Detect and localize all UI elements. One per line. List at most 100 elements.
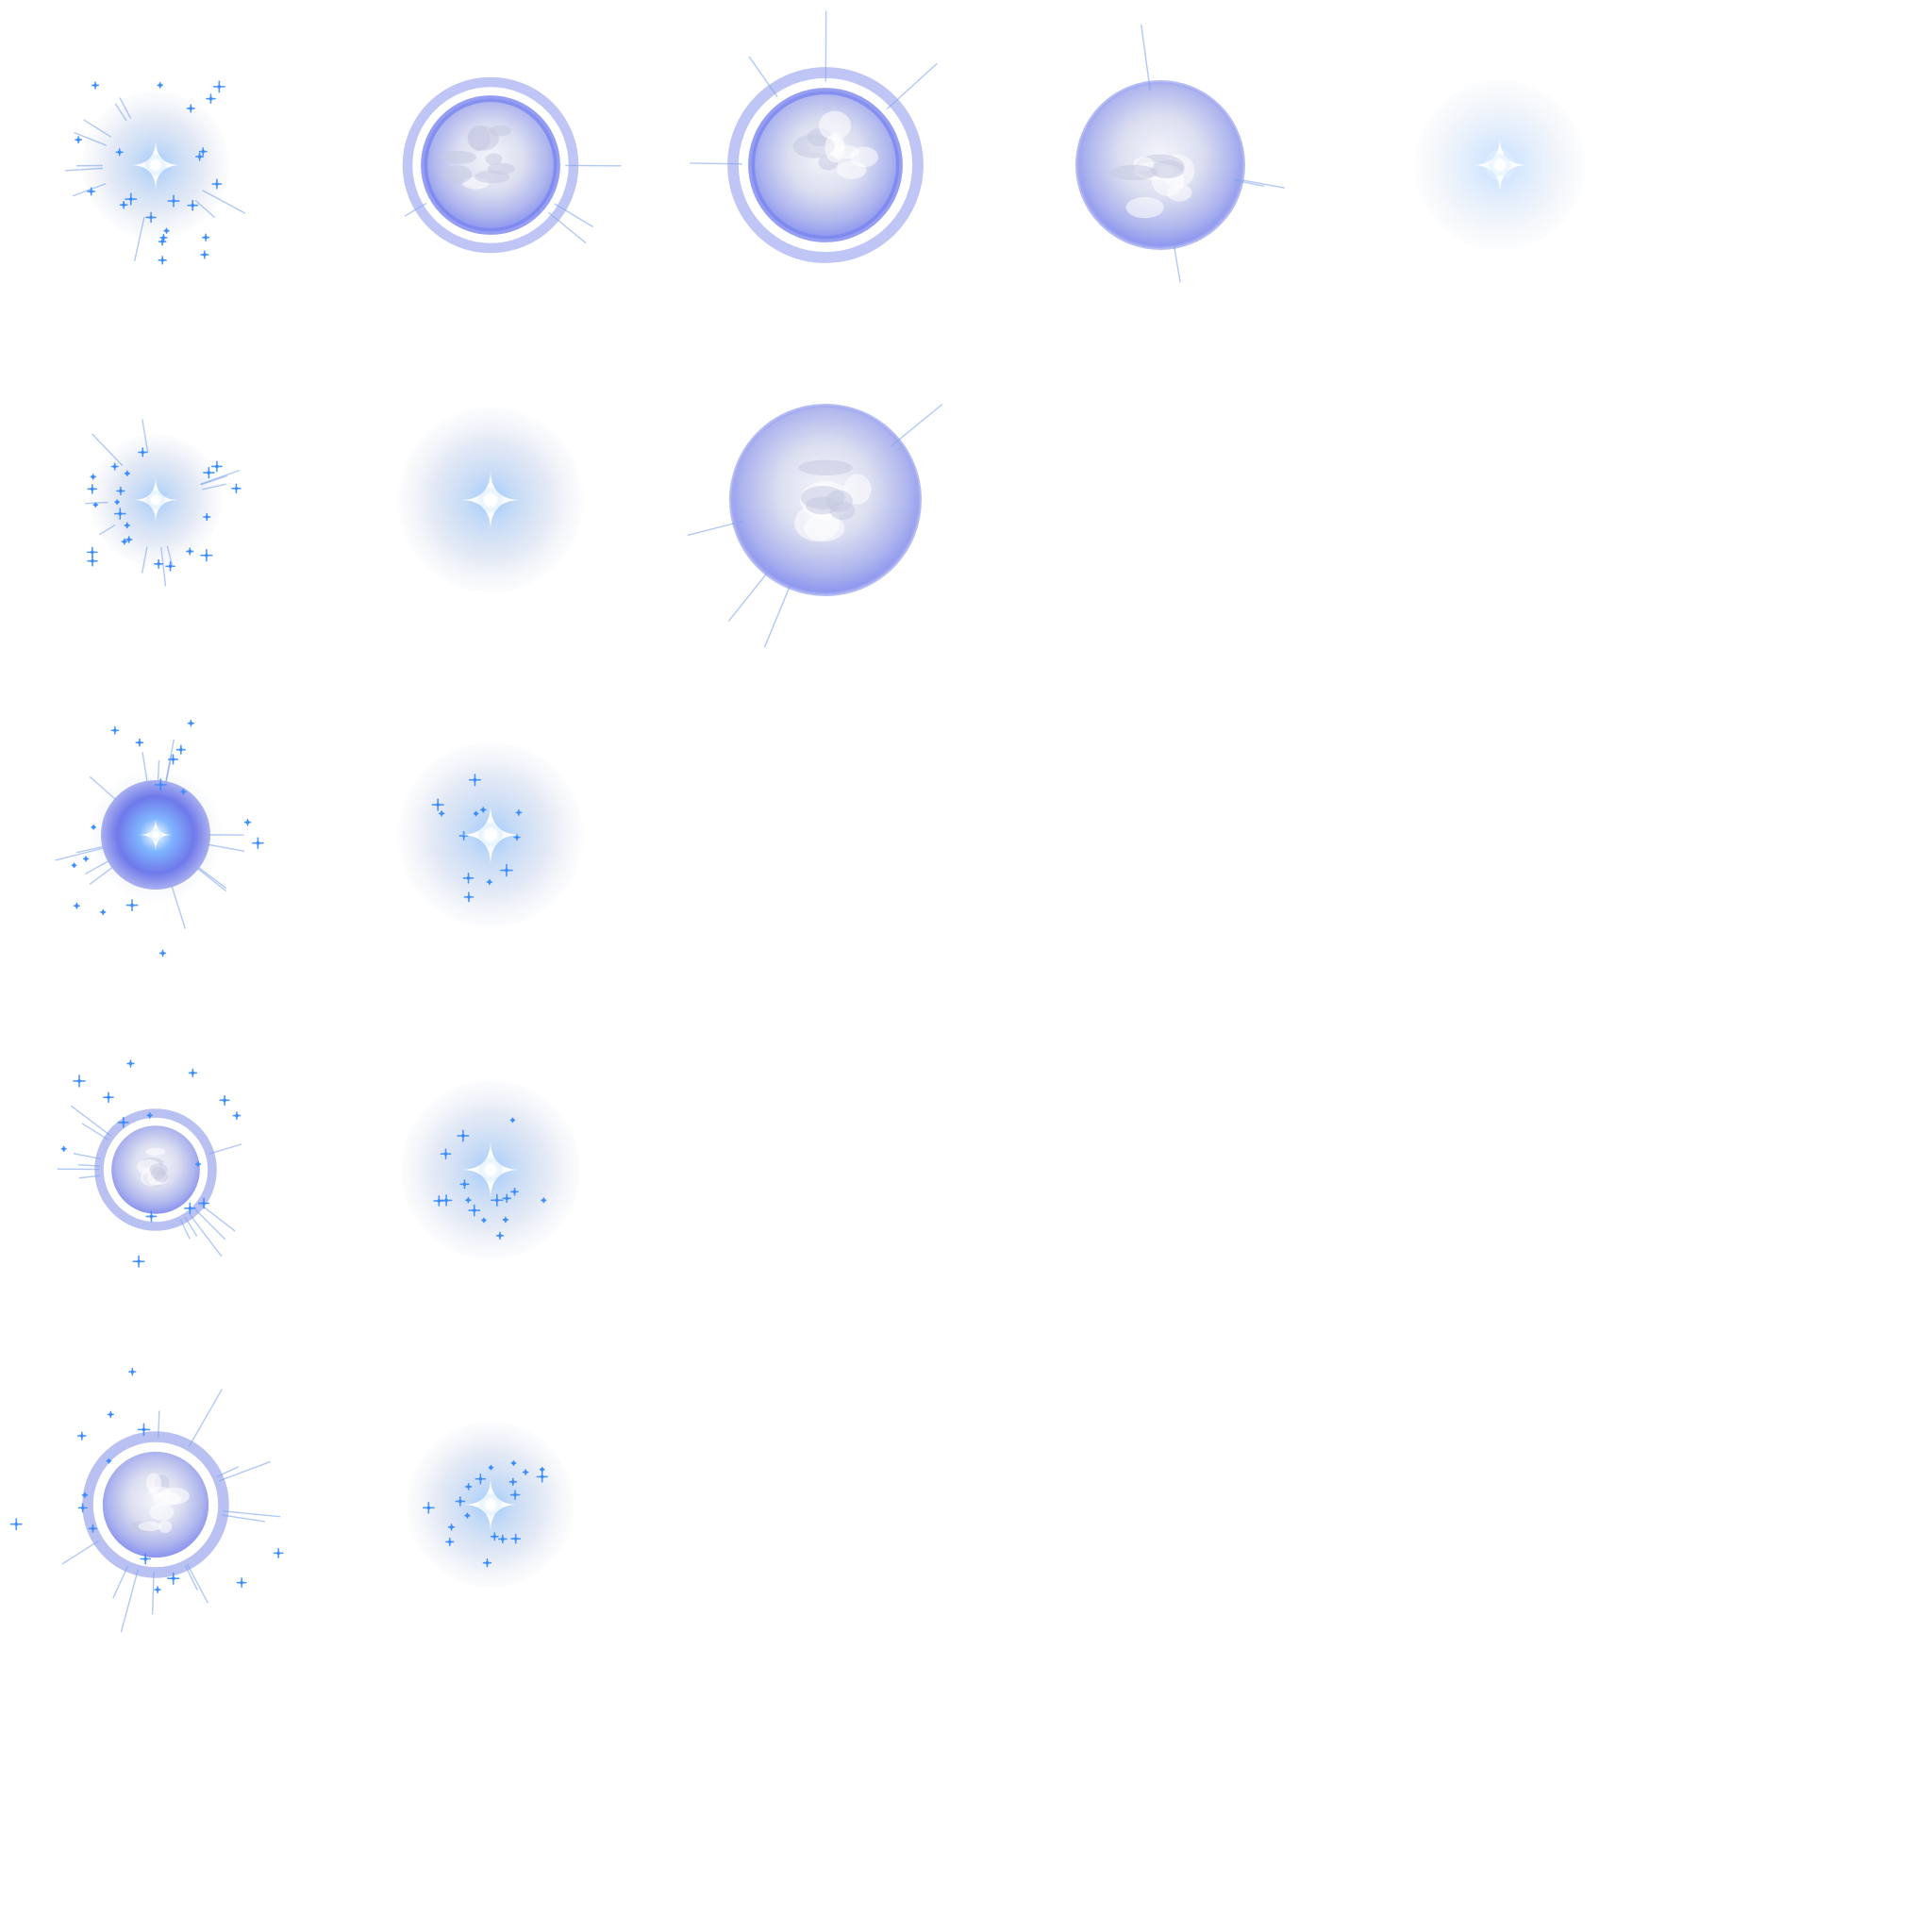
sparkle-dot: [92, 825, 95, 829]
sparkle-dot: [443, 1152, 448, 1156]
sparkle-dot: [240, 1580, 243, 1585]
sparkle-dot: [158, 83, 162, 88]
sparkle-dot: [440, 811, 443, 816]
energy-ray: [160, 546, 167, 587]
sprite-frame-r0c0: [65, 80, 246, 265]
energy-ray: [690, 162, 742, 165]
energy-ray: [75, 845, 104, 854]
sparkle-dot: [143, 1557, 147, 1561]
sparkle-dot: [504, 1218, 508, 1222]
orb-cloud: [1110, 164, 1158, 181]
sparkle-dot: [217, 85, 222, 89]
sparkle-dot: [141, 450, 145, 455]
bright-core: [476, 486, 505, 514]
sparkle-dot: [197, 155, 202, 158]
sparkle-dot: [436, 803, 440, 807]
sparkle-dot: [123, 540, 126, 543]
bright-core: [143, 153, 168, 177]
sparkle-dot: [118, 511, 123, 516]
sparkle-dot: [157, 562, 160, 566]
orb-cloud: [475, 170, 510, 184]
sparkle-dot: [107, 1095, 110, 1100]
energy-ray: [194, 199, 216, 219]
sprite-frame-r3c1: [401, 1080, 580, 1259]
sparkle-dot: [168, 564, 173, 569]
energy-ray: [89, 775, 116, 800]
sparkle-dot: [205, 515, 209, 519]
energy-ray: [179, 1219, 192, 1240]
sparkle-dot: [449, 1525, 454, 1529]
sparkle-dot: [276, 1551, 280, 1556]
sparkle-dot: [122, 203, 125, 208]
bright-core: [476, 821, 505, 849]
sparkle-dot: [235, 1113, 239, 1118]
sparkle-dot: [540, 1467, 544, 1472]
orb-edge: [1075, 80, 1245, 250]
sparkle-dot: [208, 96, 213, 101]
sparkle-dot: [108, 1412, 113, 1417]
energy-ray: [199, 1203, 236, 1232]
inner-ring: [421, 95, 560, 235]
orb-cloud: [1150, 159, 1185, 179]
sparkle-dot: [513, 1537, 518, 1541]
sparkle-dot: [488, 880, 491, 884]
orb-cloud: [824, 133, 845, 163]
orb-cloud: [467, 125, 499, 151]
sparkle-dot: [122, 1121, 125, 1124]
energy-ray: [120, 1569, 140, 1633]
sparkle-dot: [93, 83, 97, 88]
sparkle-dot: [179, 747, 183, 752]
energy-ray: [85, 860, 109, 874]
energy-ray: [554, 203, 594, 228]
sprite-frame-r2c0: [55, 719, 264, 958]
sparkle-dot: [91, 475, 95, 479]
sparkle-dot: [83, 1493, 87, 1497]
orb-cloud: [441, 165, 473, 184]
energy-ray: [189, 1213, 223, 1257]
energy-ray: [886, 62, 938, 110]
sparkle-dot: [160, 240, 164, 243]
sparkle-dot: [160, 951, 165, 956]
sparkle-dot: [489, 1465, 493, 1470]
sparkle-dot: [215, 464, 219, 469]
orb-cloud: [149, 1503, 175, 1521]
energy-ray: [186, 1563, 209, 1604]
energy-ray: [171, 886, 187, 929]
sparkle-dot: [91, 550, 94, 555]
energy-ray: [200, 469, 241, 485]
sparkle-dot: [115, 500, 119, 505]
energy-ray: [194, 1208, 226, 1241]
orb-cloud: [485, 153, 503, 166]
sparkle-dot: [448, 1540, 452, 1544]
energy-ray: [157, 759, 160, 781]
energy-ray: [133, 216, 145, 261]
sparkle-dot: [498, 1234, 502, 1238]
energy-ray: [78, 1174, 101, 1179]
sparkle-dot: [444, 1198, 448, 1203]
orb-cloud: [440, 151, 476, 164]
energy-ray: [687, 520, 743, 537]
sparkle-dot: [466, 875, 471, 880]
sparkle-dot: [541, 1198, 546, 1203]
sparkle-dot: [505, 868, 508, 873]
sparkle-dot: [426, 1506, 431, 1510]
sparkle-dot: [107, 1458, 111, 1463]
sprite-frame-r0c2: [690, 10, 938, 263]
energy-ray: [222, 1514, 266, 1523]
sparkle-dot: [204, 235, 208, 240]
sparkle-dot: [137, 1259, 141, 1263]
energy-ray: [222, 1510, 281, 1518]
energy-ray: [727, 565, 774, 622]
bright-core: [476, 1156, 505, 1184]
orb-cloud: [818, 110, 852, 141]
sparkle-dot: [203, 253, 207, 257]
energy-ray: [89, 866, 113, 886]
inner-ring: [748, 88, 903, 242]
energy-ray: [74, 131, 108, 146]
sparkle-dot: [473, 777, 477, 782]
sparkle-dot: [164, 228, 169, 233]
sparkle-dot: [79, 1434, 84, 1438]
sparkle-dot: [130, 1370, 135, 1374]
sparkle-dot: [189, 107, 193, 110]
energy-ray: [197, 868, 227, 892]
